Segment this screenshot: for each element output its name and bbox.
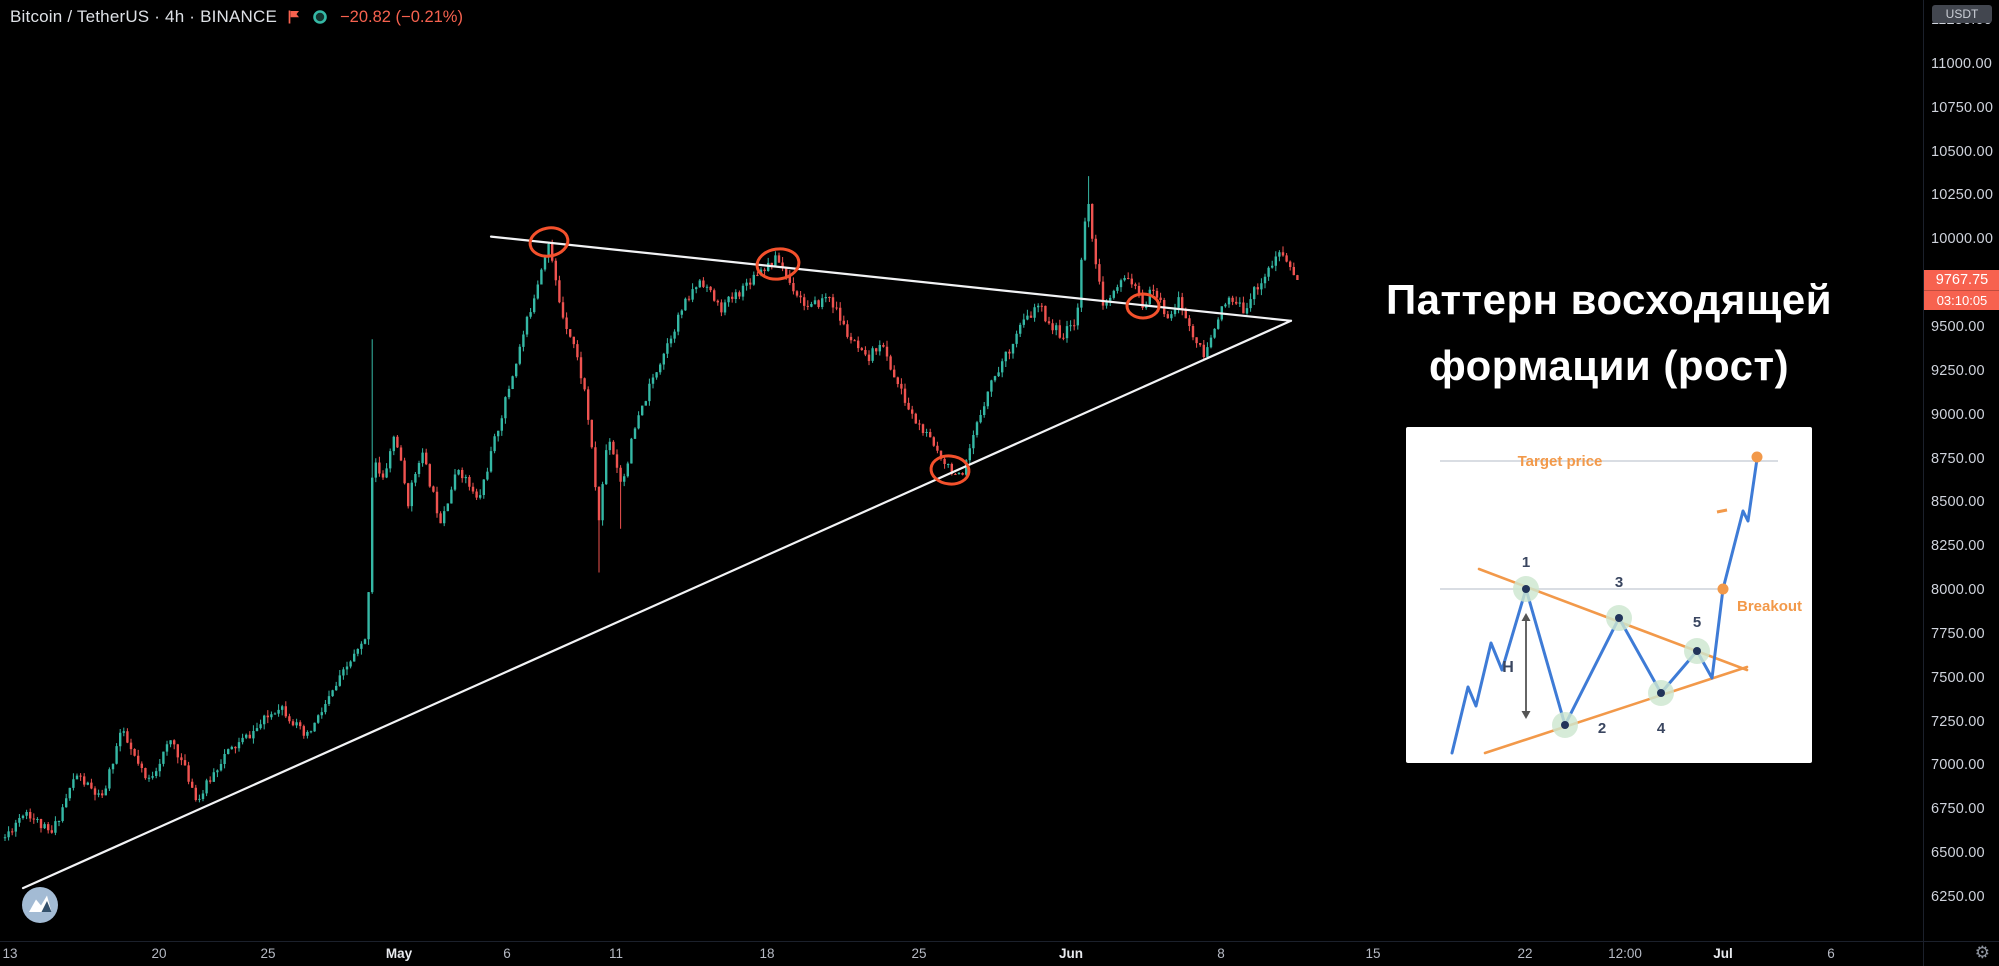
inset-point-number: 1	[1522, 554, 1530, 571]
touchpoint-highlight-circle	[528, 226, 570, 258]
settings-gear-icon[interactable]: ⚙	[1974, 943, 1990, 962]
inset-pattern-trendline	[1483, 665, 1749, 755]
inset-target-dot	[1751, 451, 1763, 463]
inset-pivot-dot	[1561, 721, 1569, 729]
time-axis-label: 8	[1217, 946, 1225, 961]
inset-price-line	[1450, 457, 1759, 755]
inset-height-label: H	[1502, 659, 1514, 676]
market-status-icon	[312, 9, 328, 25]
annotation-line-2: формации (рост)	[1428, 342, 1790, 389]
inset-point-number: 3	[1615, 574, 1623, 591]
price-axis-label: 7250.00	[1931, 713, 1985, 730]
pattern-schematic-card: Target price Breakout 1 2 3 4 5 H	[1406, 427, 1812, 763]
inset-pivot-dot	[1615, 614, 1623, 622]
price-change: −20.82 (−0.21%)	[340, 7, 463, 26]
time-axis-label: 6	[1827, 946, 1835, 961]
price-axis-label: 8250.00	[1931, 538, 1985, 555]
time-axis-label: 25	[911, 946, 927, 961]
price-axis[interactable]: USDT 11250.0011000.0010750.0010500.00102…	[1923, 0, 1999, 941]
price-axis-label: 9250.00	[1931, 362, 1985, 379]
inset-target-price-label: Target price	[1518, 453, 1603, 470]
time-axis-label: Jun	[1058, 946, 1084, 961]
time-axis-label: 25	[260, 946, 276, 961]
price-axis-label: 6250.00	[1931, 889, 1985, 905]
price-axis-label: 7000.00	[1931, 757, 1985, 774]
price-axis-label: 10250.00	[1931, 187, 1994, 204]
price-axis-label: 8500.00	[1931, 494, 1985, 511]
time-axis-label: 18	[759, 946, 775, 961]
price-axis-label: 10000.00	[1931, 231, 1994, 248]
pattern-schematic-diagram: Target price Breakout 1 2 3 4 5 H	[1440, 451, 1802, 755]
axis-corner: ⚙	[1923, 941, 1999, 966]
price-axis-label: 9500.00	[1931, 318, 1985, 335]
down-candle-wicks	[11, 203, 1298, 836]
time-axis-label: 12:00	[1608, 946, 1642, 961]
flag-icon[interactable]	[287, 9, 302, 25]
time-axis-label: 22	[1517, 946, 1533, 961]
inset-arrowhead-up	[1521, 613, 1531, 621]
price-axis-label: 7750.00	[1931, 625, 1985, 642]
price-axis-label: 6750.00	[1931, 801, 1985, 818]
currency-badge[interactable]: USDT	[1932, 5, 1992, 23]
inset-point-number: 2	[1598, 720, 1606, 737]
candle-countdown-badge: 03:10:05	[1924, 289, 1999, 310]
time-axis-label: 13	[2, 946, 18, 961]
time-axis-label: 20	[151, 946, 167, 961]
time-axis-label: May	[385, 946, 413, 961]
price-axis-label: 10750.00	[1931, 99, 1994, 116]
price-axis-label: 10500.00	[1931, 143, 1994, 160]
candlestick-chart[interactable]	[0, 0, 1923, 941]
touchpoint-highlight-circle	[755, 247, 801, 281]
inset-pivot-dot	[1693, 647, 1701, 655]
price-axis-label: 9000.00	[1931, 406, 1985, 423]
inset-point-number: 5	[1693, 614, 1701, 631]
time-axis-label: 11	[608, 946, 624, 961]
inset-breakout-label: Breakout	[1737, 598, 1802, 615]
time-axis[interactable]: 13 20 25 May 6 11 18 25 Jun 8 15 22 12:00 Jul 6	[0, 941, 1923, 966]
symbol-title[interactable]: Bitcoin / TetherUS · 4h · BINANCE	[10, 7, 278, 26]
pattern-annotation-title: Паттерн восходящей формации (рост)	[1374, 267, 1844, 399]
descending-trendline	[489, 235, 1293, 322]
touchpoint-highlight-circle	[1125, 292, 1161, 320]
last-price-badge: 9767.75	[1924, 269, 1999, 290]
inset-pivot-dot	[1522, 585, 1530, 593]
inset-point-number: 4	[1657, 720, 1666, 737]
chart-legend: Bitcoin / TetherUS · 4h · BINANCE −20.82…	[10, 7, 463, 27]
price-axis-label: 11000.00	[1931, 55, 1993, 72]
touchpoint-highlight-circle	[929, 454, 971, 486]
inset-breakout-dot	[1717, 583, 1729, 595]
down-candle-bodies	[11, 204, 1299, 833]
time-axis-label: Jul	[1713, 946, 1733, 961]
price-axis-label: 8750.00	[1931, 450, 1985, 467]
annotation-line-1: Паттерн восходящей	[1385, 276, 1833, 323]
time-axis-label: 6	[503, 946, 511, 961]
inset-dash-mark	[1716, 508, 1728, 514]
time-axis-label: 15	[1365, 946, 1381, 961]
tradingview-logo-button[interactable]	[21, 886, 59, 924]
price-axis-label: 7500.00	[1931, 669, 1985, 686]
price-axis-label: 8000.00	[1931, 582, 1985, 599]
inset-arrowhead-down	[1521, 711, 1531, 719]
inset-pivot-dot	[1657, 689, 1665, 697]
chart-pane[interactable]: Bitcoin / TetherUS · 4h · BINANCE −20.82…	[0, 0, 1923, 941]
ascending-trendline	[21, 319, 1293, 890]
price-axis-label: 6500.00	[1931, 845, 1985, 862]
up-candle-wicks	[4, 176, 1280, 841]
tradingview-logo	[22, 887, 58, 923]
